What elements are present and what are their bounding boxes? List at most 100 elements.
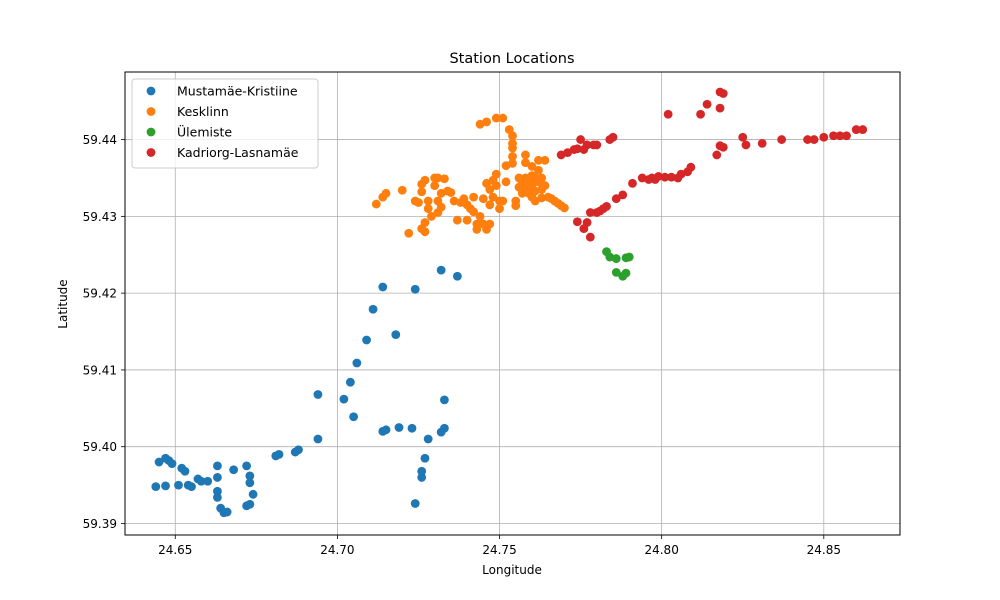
data-point	[417, 473, 427, 482]
x-tick-label: 24.75	[482, 543, 516, 557]
data-point	[511, 201, 521, 211]
data-point	[187, 482, 196, 492]
legend-label: Mustamäe-Kristiine	[177, 84, 298, 99]
data-point	[213, 461, 222, 471]
y-tick-label: 59.43	[83, 210, 117, 224]
data-point	[433, 173, 443, 183]
data-point	[478, 194, 488, 204]
data-point	[611, 268, 621, 277]
data-point	[420, 227, 430, 237]
data-point	[534, 155, 543, 165]
data-point	[537, 173, 547, 183]
legend: Mustamäe-Kristiine Kesklinn Ülemiste Kadrio…	[131, 78, 319, 169]
data-point	[427, 211, 436, 221]
data-point	[417, 187, 427, 197]
data-point	[414, 198, 423, 207]
data-point	[362, 335, 371, 345]
y-axis-label: Latitude	[56, 279, 70, 328]
data-point	[660, 172, 670, 182]
data-point	[491, 181, 501, 191]
data-point	[420, 218, 430, 227]
data-point	[213, 473, 222, 482]
data-point	[381, 188, 391, 198]
data-point	[174, 480, 183, 490]
data-point	[440, 174, 449, 184]
data-point	[482, 117, 491, 127]
x-tick-label: 24.80	[644, 543, 678, 557]
legend-marker	[146, 107, 156, 116]
data-point	[715, 103, 725, 113]
data-point	[602, 201, 611, 211]
data-point	[835, 131, 845, 141]
data-point	[440, 423, 449, 433]
data-point	[378, 282, 388, 292]
y-tick-label: 59.41	[83, 363, 117, 377]
series-points	[556, 87, 868, 242]
data-point	[472, 225, 482, 234]
data-point	[452, 271, 462, 281]
data-point	[213, 486, 222, 496]
data-point	[180, 466, 190, 476]
data-point	[618, 190, 628, 200]
data-point	[420, 453, 430, 463]
data-point	[559, 203, 569, 213]
data-point	[410, 499, 420, 508]
data-point	[404, 228, 414, 238]
data-point	[718, 89, 728, 98]
data-point	[349, 412, 359, 422]
legend-label: Ülemiste	[177, 124, 232, 140]
data-point	[491, 169, 501, 179]
data-point	[498, 113, 508, 123]
data-point	[222, 507, 232, 517]
y-tick-label: 59.44	[83, 133, 117, 147]
data-point	[469, 207, 478, 217]
data-point	[151, 482, 161, 492]
chart-title: Station Locations	[449, 51, 574, 67]
data-point	[842, 131, 851, 141]
data-point	[585, 208, 595, 217]
data-point	[446, 188, 456, 197]
data-point	[738, 132, 748, 142]
data-point	[397, 185, 407, 195]
data-point	[508, 158, 517, 168]
data-point	[582, 140, 592, 150]
data-point	[154, 457, 164, 467]
data-point	[229, 465, 239, 475]
data-point	[371, 199, 381, 209]
data-point	[572, 217, 582, 227]
data-point	[410, 284, 420, 294]
data-point	[628, 178, 637, 188]
data-point	[540, 155, 550, 165]
data-point	[475, 211, 485, 221]
data-point	[624, 252, 634, 262]
data-points	[151, 87, 868, 518]
legend-label: Kesklinn	[177, 104, 229, 119]
data-point	[527, 162, 537, 171]
data-point	[352, 358, 362, 368]
legend-label: Kadriorg-Lasnamäe	[177, 145, 299, 160]
legend-marker	[146, 127, 156, 137]
data-point	[718, 142, 728, 152]
data-point	[313, 390, 323, 399]
data-point	[452, 215, 462, 225]
data-point	[777, 135, 787, 144]
data-point	[294, 445, 303, 455]
data-point	[203, 476, 213, 486]
data-point	[462, 215, 472, 225]
data-point	[491, 113, 501, 123]
data-point	[666, 172, 676, 182]
data-point	[508, 131, 517, 141]
data-point	[829, 131, 838, 141]
y-axis-ticks: 59.39 59.40 59.41 59.42 59.43 59.44	[83, 133, 125, 531]
data-point	[576, 135, 585, 144]
data-point	[495, 204, 504, 214]
data-point	[430, 181, 440, 191]
data-point	[274, 449, 284, 459]
data-point	[407, 423, 417, 433]
data-point	[803, 135, 812, 144]
data-point	[757, 139, 767, 148]
data-point	[686, 162, 696, 172]
data-point	[345, 377, 355, 387]
data-point	[498, 196, 508, 206]
series-points	[602, 247, 634, 281]
